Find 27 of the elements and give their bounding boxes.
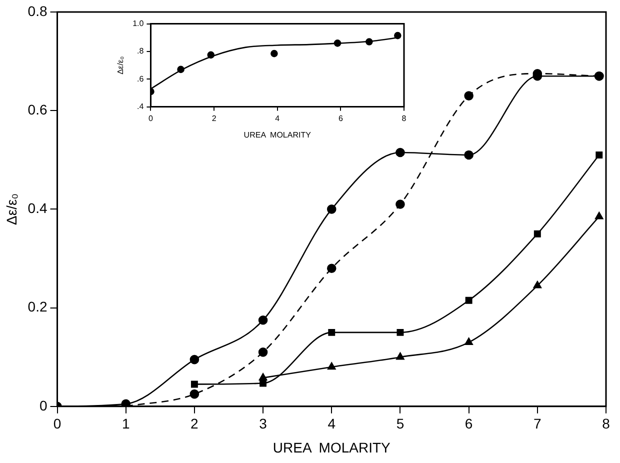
x-tick-label: 4 — [275, 114, 280, 123]
y-tick-label: 0.6 — [28, 101, 48, 118]
x-tick-label: 3 — [259, 416, 268, 432]
x-axis-title: UREA MOLARITY — [244, 130, 312, 140]
y-tick-label: .6 — [137, 74, 144, 84]
x-axis-title: UREA MOLARITY — [272, 439, 392, 456]
x-tick-label: 6 — [338, 114, 344, 123]
y-tick-label: 0.2 — [28, 298, 48, 315]
x-tick-label: 0 — [148, 114, 154, 123]
x-tick-label: 5 — [396, 416, 404, 432]
x-tick-label: 6 — [464, 416, 473, 432]
x-tick-label: 0 — [53, 416, 62, 432]
y-tick-label: .8 — [137, 46, 144, 56]
x-tick-label: 2 — [190, 416, 199, 432]
y-axis-title: Δε/ε₀ — [116, 56, 126, 74]
x-tick-label: 1 — [122, 416, 130, 432]
y-tick-label: .4 — [137, 102, 144, 112]
x-tick-label: 4 — [328, 416, 336, 432]
y-tick-label: 0 — [39, 397, 48, 414]
x-tick-label: 7 — [534, 416, 542, 432]
y-axis-title: Δε/ε₀ — [3, 193, 20, 225]
x-tick-label: 8 — [602, 416, 610, 432]
y-tick-label: 1.0 — [132, 19, 144, 28]
x-tick-label: 2 — [212, 114, 217, 123]
y-tick-label: 0.4 — [28, 200, 48, 216]
y-tick-label: 0.8 — [28, 2, 48, 19]
x-tick-label: 8 — [402, 114, 407, 123]
